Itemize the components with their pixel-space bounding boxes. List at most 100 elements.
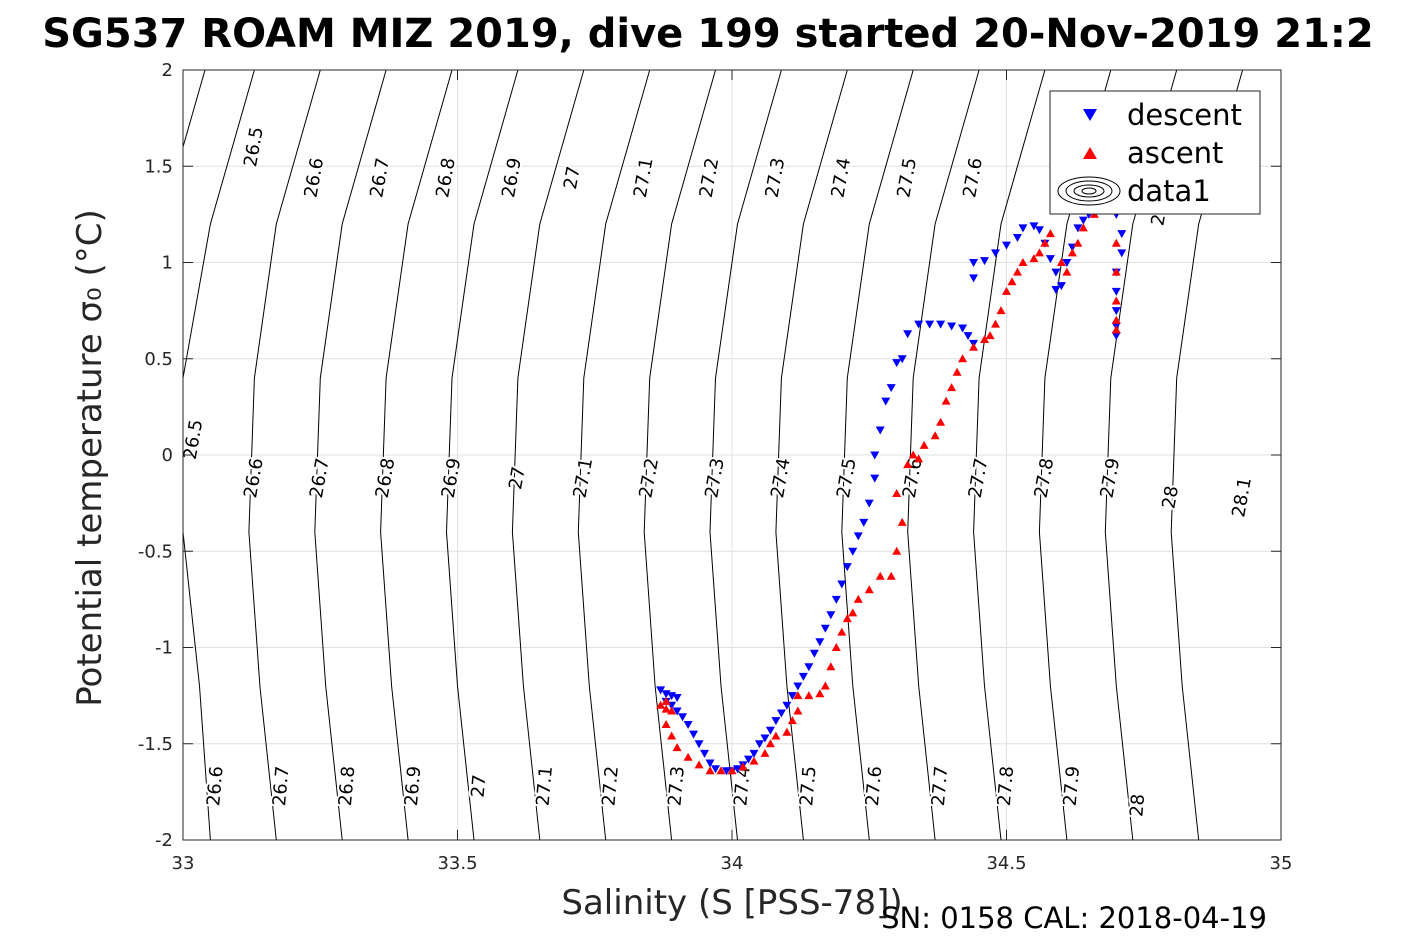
ascent-point <box>996 306 1006 315</box>
ascent-point <box>771 731 781 740</box>
ascent-point <box>892 489 902 497</box>
descent-point <box>798 672 808 681</box>
descent-point <box>969 274 979 283</box>
descent-point <box>705 759 715 768</box>
contour-label: 26.8 <box>335 765 359 807</box>
descent-point <box>743 755 753 764</box>
contour-label: 27 <box>468 774 491 799</box>
ascent-point <box>1007 277 1017 286</box>
density-contour-line <box>380 69 453 841</box>
contour-label: 27.2 <box>598 765 622 807</box>
descent-point <box>1111 332 1121 341</box>
chart-title: SG537 ROAM MIZ 2019, dive 199 started 20… <box>42 11 1374 57</box>
ascent-point <box>1111 325 1121 334</box>
ascent-point <box>908 450 918 459</box>
ascent-point <box>886 571 896 580</box>
descent-point <box>1078 216 1088 225</box>
ascent-point <box>903 460 913 469</box>
descent-point <box>689 730 699 739</box>
descent-point <box>991 249 1001 258</box>
ascent-point <box>991 319 1001 328</box>
density-contour-line <box>643 69 716 841</box>
ascent-point <box>848 608 858 617</box>
descent-point <box>1018 224 1028 233</box>
descent-point <box>1034 226 1044 235</box>
contour-label: 27.3 <box>701 456 729 499</box>
descent-point <box>1062 259 1072 267</box>
descent-point <box>980 257 990 266</box>
descent-point <box>711 765 721 774</box>
contour-label: 26.9 <box>401 765 425 807</box>
density-contour-line <box>445 69 519 841</box>
descent-point <box>892 359 902 368</box>
ascent-point <box>842 614 852 623</box>
descent-point <box>809 649 819 658</box>
ascent-point <box>930 431 940 440</box>
descent-point <box>853 532 863 541</box>
ascent-point <box>738 762 748 771</box>
ascent-point <box>1111 315 1121 324</box>
descent-point <box>782 701 792 710</box>
ascent-point <box>892 546 902 555</box>
density-contour-line <box>182 69 206 224</box>
descent-point <box>859 518 869 527</box>
legend[interactable]: descent ascent data1 <box>1049 90 1261 215</box>
x-axis-ticks: 33 33.5 34 34.5 35 <box>172 70 1292 874</box>
contour-label: 26.7 <box>269 765 293 807</box>
descent-point <box>1117 249 1127 258</box>
contour-label: 27 <box>560 165 585 191</box>
ascent-point <box>672 743 682 752</box>
ascent-point <box>1111 238 1121 247</box>
contour-label: 27.8 <box>1031 456 1059 499</box>
y-tick-label: 0 <box>162 445 173 466</box>
contour-label: 27.4 <box>767 456 795 499</box>
ascent-point <box>985 331 995 340</box>
ascent-point <box>980 335 990 343</box>
contour-label: 27.8 <box>994 765 1018 807</box>
contour-label: 26.7 <box>306 456 334 499</box>
contour-label: 27.6 <box>899 456 927 499</box>
density-contour-line <box>841 69 914 841</box>
ascent-point <box>782 727 792 736</box>
y-tick-label: 1.5 <box>144 156 173 177</box>
ascent-point <box>793 691 803 700</box>
x-axis-label: Salinity (S [PSS-78]) <box>561 883 902 923</box>
x-tick-label: 34.5 <box>986 853 1026 874</box>
descent-point <box>1056 282 1066 291</box>
y-tick-label: 0.5 <box>144 349 173 370</box>
density-contour-line <box>775 69 848 841</box>
legend-descent-marker <box>1083 109 1097 121</box>
contour-label: 27.1 <box>533 765 557 807</box>
ascent-point <box>897 517 907 526</box>
legend-label-ascent: ascent <box>1127 136 1223 170</box>
contour-label: 26.8 <box>432 156 460 199</box>
descent-point <box>958 324 968 333</box>
contour-label: 26.6 <box>203 765 227 807</box>
descent-point <box>848 547 858 556</box>
descent-point <box>881 397 891 406</box>
ascent-point <box>656 700 666 709</box>
descent-point <box>749 749 759 758</box>
ascent-point <box>958 354 968 363</box>
ascent-point <box>826 662 836 671</box>
contour-label: 27.2 <box>696 156 724 199</box>
y-tick-label: -2 <box>155 830 173 851</box>
contour-label: 27.5 <box>833 456 861 499</box>
descent-point <box>842 563 852 572</box>
descent-point <box>765 726 775 735</box>
descent-point <box>672 707 682 716</box>
y-axis-label: Potential temperature σ₀ (°C) <box>70 209 110 707</box>
ascent-point <box>1045 229 1055 238</box>
contour-label: 27.4 <box>827 156 855 199</box>
contour-label: 28 <box>1158 484 1183 510</box>
density-contour-line <box>511 69 585 841</box>
descent-point <box>1012 233 1022 242</box>
contour-label: 26.6 <box>240 456 268 499</box>
x-tick-label: 34 <box>721 853 744 874</box>
contour-label: 26.9 <box>498 156 526 199</box>
ascent-point <box>1012 267 1022 276</box>
ascent-point <box>1062 267 1072 276</box>
contour-label: 26.7 <box>366 156 394 199</box>
ascent-point <box>1002 286 1011 295</box>
